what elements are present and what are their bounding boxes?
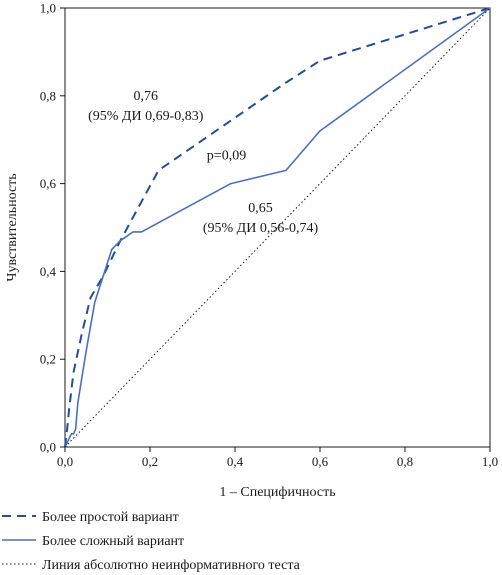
legend: Более простой вариант Более сложный вариа… [2, 510, 301, 573]
legend-label-3: Линия абсолютно неинформативного теста [42, 558, 301, 573]
legend-label-1: Более простой вариант [42, 510, 179, 525]
annotation-text: 0,65 [248, 201, 273, 216]
annotation-text: 0,76 [134, 89, 159, 104]
annotation-text: (95% ДИ 0,56-0,74) [203, 221, 319, 236]
annotations: 0,76 (95% ДИ 0,69-0,83) p=0,09 0,65 (95% ДИ … [88, 89, 318, 236]
series-line-2 [64, 7, 491, 448]
x-tick-label: 0,4 [227, 454, 244, 469]
series-line-3 [64, 7, 491, 448]
axis-ticks: 0,0 0,2 0,4 0,6 0,8 1,0 0,0 0,2 0,4 0,6 0,8 1,0 [40, 1, 498, 470]
x-tick-label: 0,8 [397, 454, 413, 469]
x-tick-label: 0,6 [312, 454, 329, 469]
y-tick-label: 0,8 [40, 88, 56, 103]
x-axis-title: 1 – Специфичность [219, 485, 335, 500]
y-tick-label: 0,4 [40, 264, 57, 279]
x-tick-label: 0,2 [142, 454, 158, 469]
legend-label-2: Более сложный вариант [42, 534, 184, 549]
x-tick-label: 0,0 [57, 454, 73, 469]
plot-area [64, 7, 491, 448]
x-tick-label: 1,0 [482, 454, 498, 469]
annotation-text: p=0,09 [207, 148, 246, 163]
y-tick-label: 0,6 [40, 176, 57, 191]
y-tick-label: 1,0 [40, 1, 56, 16]
series-line-1 [64, 7, 491, 448]
plot-frame [64, 7, 491, 448]
y-axis-title: Чувствительность [5, 173, 20, 281]
y-tick-label: 0,2 [40, 352, 56, 367]
y-tick-label: 0,0 [40, 440, 56, 455]
annotation-text: (95% ДИ 0,69-0,83) [88, 109, 204, 124]
